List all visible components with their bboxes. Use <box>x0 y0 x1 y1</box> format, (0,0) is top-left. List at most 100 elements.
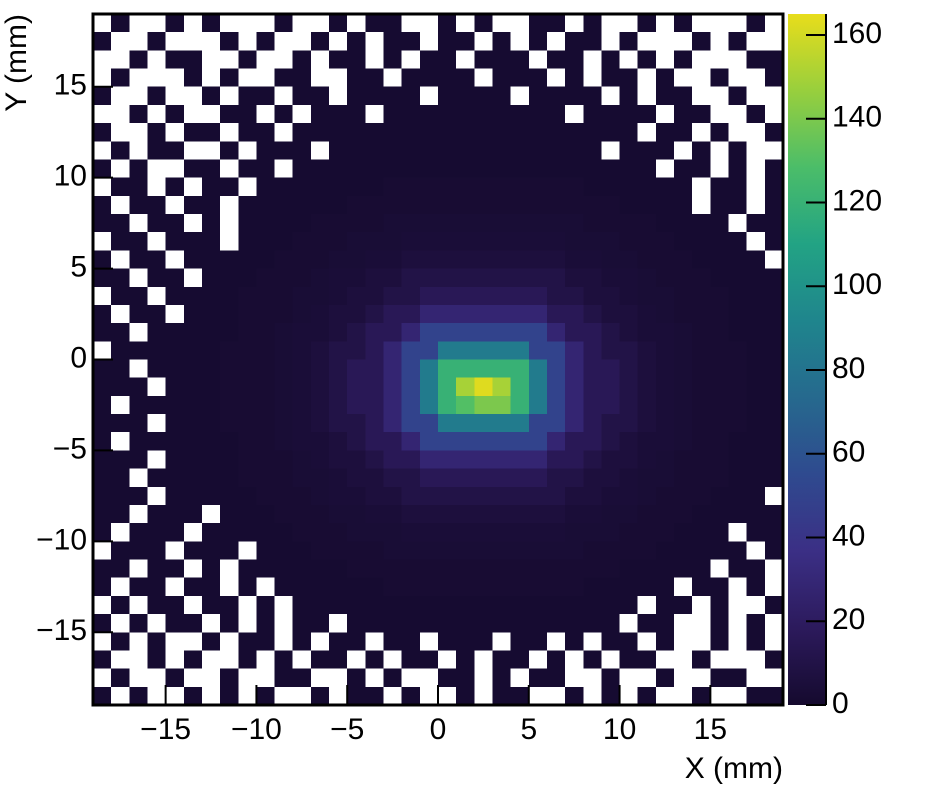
heatmap-cell <box>238 341 258 361</box>
heatmap-cell <box>456 377 475 397</box>
heatmap-cell <box>728 668 748 688</box>
heatmap-cell <box>220 214 239 233</box>
heatmap-cell <box>183 414 203 433</box>
heatmap-cell <box>438 450 457 470</box>
heatmap-cell <box>183 86 203 106</box>
heatmap-cell <box>201 286 221 306</box>
heatmap-cell <box>93 323 112 342</box>
heatmap-cell <box>764 195 784 215</box>
heatmap-cell <box>601 104 621 124</box>
heatmap-cell <box>601 504 621 524</box>
heatmap-cell <box>528 232 548 251</box>
heatmap-cell <box>510 395 530 415</box>
heatmap-cell <box>419 486 439 506</box>
heatmap-cell <box>111 14 130 33</box>
heatmap-cell <box>438 377 457 397</box>
heatmap-cell <box>619 195 639 215</box>
heatmap-cell <box>129 232 149 251</box>
heatmap-cell <box>674 250 693 270</box>
heatmap-cell <box>147 450 167 470</box>
heatmap-cell <box>292 450 312 470</box>
heatmap-cell <box>401 68 421 88</box>
heatmap-cell <box>601 395 621 415</box>
heatmap-cell <box>692 541 711 561</box>
heatmap-cell <box>365 377 385 397</box>
heatmap-cell <box>674 432 693 452</box>
heatmap-cell <box>728 377 748 397</box>
heatmap-cell <box>710 541 730 561</box>
heatmap-cell <box>129 304 149 324</box>
heatmap-cell <box>492 395 512 415</box>
heatmap-cell <box>583 577 603 597</box>
heatmap-cell <box>347 686 366 706</box>
heatmap-cell <box>347 86 366 106</box>
heatmap-cell <box>238 595 258 615</box>
heatmap-cell <box>674 286 693 306</box>
heatmap-cell <box>674 32 693 51</box>
heatmap-cell <box>183 214 203 233</box>
heatmap-cell <box>292 68 312 88</box>
heatmap-cell <box>728 104 748 124</box>
heatmap-cell <box>510 504 530 524</box>
heatmap-cell <box>619 323 639 342</box>
heatmap-cell <box>474 32 494 51</box>
heatmap-cell <box>619 686 639 706</box>
heatmap-cell <box>456 504 475 524</box>
heatmap-cell <box>129 159 149 179</box>
heatmap-cell <box>274 450 294 470</box>
heatmap-cell <box>292 123 312 142</box>
heatmap-cell <box>201 541 221 561</box>
heatmap-cell <box>456 468 475 488</box>
heatmap-cell <box>292 377 312 397</box>
heatmap-cell <box>492 268 512 288</box>
heatmap-cell <box>292 559 312 579</box>
heatmap-cell <box>93 177 112 197</box>
heatmap-cell <box>220 559 239 579</box>
heatmap-cell <box>655 359 675 379</box>
heatmap-cell <box>93 250 112 270</box>
heatmap-cell <box>746 377 766 397</box>
heatmap-cell <box>510 323 530 342</box>
heatmap-cell <box>329 304 348 324</box>
heatmap-cell <box>601 68 621 88</box>
heatmap-cell <box>565 632 584 652</box>
heatmap-cell <box>383 414 403 433</box>
heatmap-cell <box>510 559 530 579</box>
heatmap-cell <box>401 50 421 70</box>
heatmap-cell <box>347 395 366 415</box>
heatmap-cell <box>401 32 421 51</box>
heatmap-cell <box>655 504 675 524</box>
heatmap-cell <box>728 195 748 215</box>
heatmap-cell <box>419 14 439 33</box>
heatmap-cell <box>583 32 603 51</box>
heatmap-cell <box>111 541 130 561</box>
heatmap-cell <box>383 632 403 652</box>
heatmap-cell <box>692 86 711 106</box>
heatmap-cell <box>183 486 203 506</box>
heatmap-cell <box>292 414 312 433</box>
heatmap-cell <box>474 541 494 561</box>
heatmap-cell <box>601 50 621 70</box>
heatmap-cell <box>383 577 403 597</box>
heatmap-cell <box>546 268 566 288</box>
heatmap-cell <box>492 577 512 597</box>
heatmap-cell <box>93 341 112 361</box>
heatmap-cell <box>456 341 475 361</box>
heatmap-cell <box>655 395 675 415</box>
y-tick-label: 15 <box>54 69 87 102</box>
heatmap-cell <box>510 304 530 324</box>
heatmap-cell <box>292 268 312 288</box>
heatmap-cell <box>93 141 112 161</box>
heatmap-cell <box>419 86 439 106</box>
heatmap-cell <box>183 468 203 488</box>
heatmap-cell <box>674 123 693 142</box>
heatmap-cell <box>746 304 766 324</box>
heatmap-cell <box>492 86 512 106</box>
heatmap-cell <box>347 632 366 652</box>
heatmap-cell <box>528 668 548 688</box>
heatmap-cell <box>347 268 366 288</box>
heatmap-cell <box>492 541 512 561</box>
heatmap-cell <box>220 159 239 179</box>
heatmap-cell <box>292 523 312 542</box>
heatmap-cell <box>546 141 566 161</box>
